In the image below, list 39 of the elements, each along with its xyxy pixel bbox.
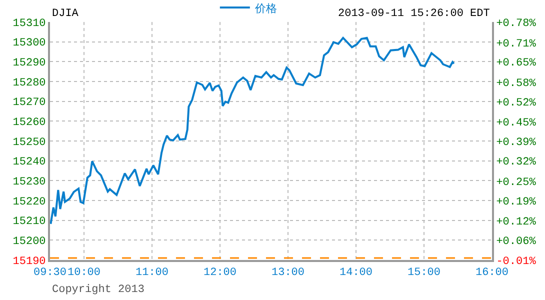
y2-tick-label: +0.12% <box>496 216 536 228</box>
x-tick-label: 10:00 <box>67 267 101 280</box>
y2-tick-label: +0.52% <box>496 97 536 110</box>
y2-tick-label: +0.58% <box>496 78 536 90</box>
x-tick-label: 16:00 <box>475 267 509 280</box>
y2-tick-label: +0.45% <box>496 117 536 130</box>
y-tick-label: 15310 <box>12 18 46 30</box>
y-tick-label: 15290 <box>12 58 46 70</box>
x-tick-label: 11:00 <box>135 267 169 280</box>
x-tick-label: 15:00 <box>407 267 441 280</box>
y2-tick-label: +0.25% <box>496 177 536 190</box>
y-tick-label: 15190 <box>12 256 46 268</box>
y-tick-label: 15270 <box>12 97 46 110</box>
y-tick-label: 15200 <box>12 236 46 248</box>
x-tick-label: 13:00 <box>271 267 305 280</box>
y-tick-label: 15240 <box>12 156 46 169</box>
y-tick-label: 15260 <box>12 117 46 130</box>
x-tick-label: 12:00 <box>203 267 237 280</box>
y2-tick-label: +0.19% <box>496 196 536 208</box>
y-tick-label: 15250 <box>12 136 46 149</box>
y2-tick-label: +0.32% <box>496 156 536 169</box>
y2-tick-label: -0.01% <box>496 256 536 268</box>
y-tick-label: 15230 <box>12 176 46 189</box>
x-tick-label: 14:00 <box>339 267 373 280</box>
chart-subtitle: 2013-09-11 15:26:00 EDT <box>338 8 490 20</box>
legend-label: 价格 <box>254 2 277 15</box>
line-series <box>50 36 455 225</box>
y-tick-label: 15300 <box>12 38 46 50</box>
y-tick-label: 15220 <box>12 196 46 208</box>
y2-tick-label: +0.71% <box>496 38 536 51</box>
y-tick-label: 15210 <box>12 216 46 228</box>
y-tick-label: 15280 <box>12 77 46 90</box>
x-tick-label: 09:30 <box>33 267 67 280</box>
text: Copyright 2013 <box>52 284 144 296</box>
y2-tick-label: +0.06% <box>496 236 536 248</box>
y2-tick-label: +0.39% <box>496 136 536 149</box>
y2-tick-label: +0.78% <box>496 18 536 30</box>
chart-title: DJIA <box>52 8 79 20</box>
y2-tick-label: +0.65% <box>496 58 536 70</box>
